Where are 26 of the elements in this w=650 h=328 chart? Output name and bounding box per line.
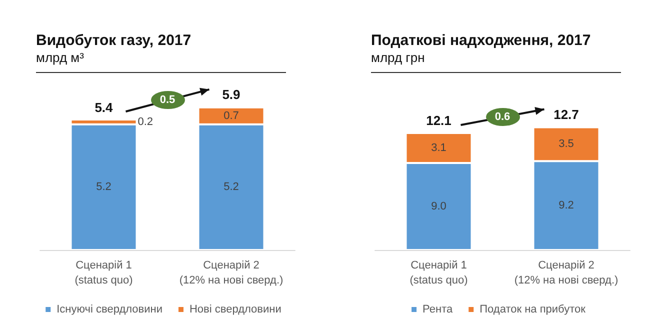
data-label: 9.2 <box>558 200 574 212</box>
legend-label: Нові свердловини <box>189 304 282 316</box>
x-tick-label: Сценарій 2 (12% на нові сверд.) <box>514 260 618 286</box>
total-label: 12.1 <box>425 113 452 128</box>
legend-label: Податок на прибуток <box>480 304 586 316</box>
chart-title: Видобуток газу, 2017 <box>36 32 192 49</box>
total-label: 5.9 <box>221 87 242 102</box>
chart-title: Податкові надходження, 2017 <box>371 32 591 49</box>
x-tick-label: Сценарій 1 (status quo) <box>74 260 133 286</box>
x-tick-label: Сценарій 2 (12% на нові сверд.) <box>179 260 284 286</box>
text: 0.5 <box>150 91 184 110</box>
legend-label: Існуючі свердловини <box>56 304 162 316</box>
data-label: 9.0 <box>431 200 446 212</box>
legend-label: Рента <box>422 304 454 316</box>
data-label: 3.5 <box>558 138 574 150</box>
data-label: 0.7 <box>224 110 239 122</box>
data-label: 5.2 <box>224 181 239 194</box>
total-label: 12.7 <box>552 107 580 122</box>
total-label: 5.4 <box>94 100 114 114</box>
data-label: 5.2 <box>96 181 112 194</box>
data-label: 0.2 <box>138 116 154 128</box>
data-label: 3.1 <box>431 142 446 154</box>
text: 0.6 <box>486 108 520 126</box>
x-tick-label: Сценарій 1 (status quo) <box>410 260 468 286</box>
chart-subtitle: млрд грн <box>371 50 425 65</box>
chart-subtitle: млрд м³ <box>36 50 84 65</box>
